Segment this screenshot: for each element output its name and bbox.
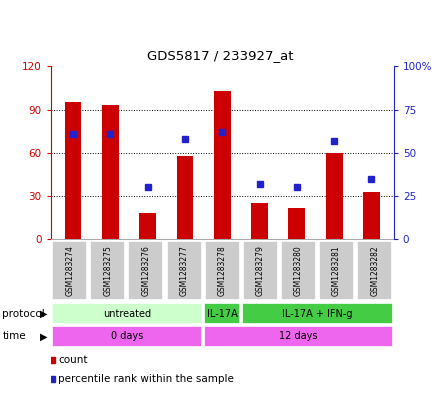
Text: untreated: untreated <box>103 309 151 319</box>
Text: GDS5817 / 233927_at: GDS5817 / 233927_at <box>147 50 293 62</box>
Text: GSM1283281: GSM1283281 <box>332 246 341 296</box>
Bar <box>176 156 193 239</box>
Bar <box>319 241 354 300</box>
Bar <box>204 303 240 324</box>
Text: ▶: ▶ <box>40 331 48 342</box>
Text: IL-17A + IFN-g: IL-17A + IFN-g <box>282 309 353 319</box>
Bar <box>52 241 87 300</box>
Bar <box>52 303 202 324</box>
Bar <box>52 326 202 347</box>
Text: GSM1283282: GSM1283282 <box>370 246 379 296</box>
Text: count: count <box>58 355 88 365</box>
Bar <box>326 153 342 239</box>
Bar <box>243 241 278 300</box>
Text: IL-17A: IL-17A <box>207 309 238 319</box>
Bar <box>65 103 81 239</box>
Text: GSM1283276: GSM1283276 <box>141 246 150 296</box>
Bar <box>204 326 392 347</box>
Bar <box>205 241 240 300</box>
Text: GSM1283274: GSM1283274 <box>65 246 74 296</box>
Text: 12 days: 12 days <box>279 331 318 342</box>
Bar <box>102 105 119 239</box>
Text: GSM1283277: GSM1283277 <box>180 246 189 296</box>
Bar <box>242 303 392 324</box>
Text: GSM1283278: GSM1283278 <box>218 246 227 296</box>
Bar <box>166 241 202 300</box>
Text: ▶: ▶ <box>40 309 48 319</box>
Text: protocol: protocol <box>2 309 45 319</box>
Bar <box>251 203 268 239</box>
Bar <box>128 241 164 300</box>
Text: GSM1283279: GSM1283279 <box>256 246 265 296</box>
Bar <box>214 91 231 239</box>
Text: time: time <box>2 331 26 342</box>
Text: percentile rank within the sample: percentile rank within the sample <box>58 374 234 384</box>
Bar <box>288 208 305 239</box>
Bar <box>90 241 125 300</box>
Bar <box>363 192 380 239</box>
Text: GSM1283275: GSM1283275 <box>103 246 112 296</box>
Bar <box>357 241 392 300</box>
Bar <box>139 213 156 239</box>
Text: 0 days: 0 days <box>111 331 143 342</box>
Text: GSM1283280: GSM1283280 <box>294 246 303 296</box>
Bar <box>281 241 316 300</box>
